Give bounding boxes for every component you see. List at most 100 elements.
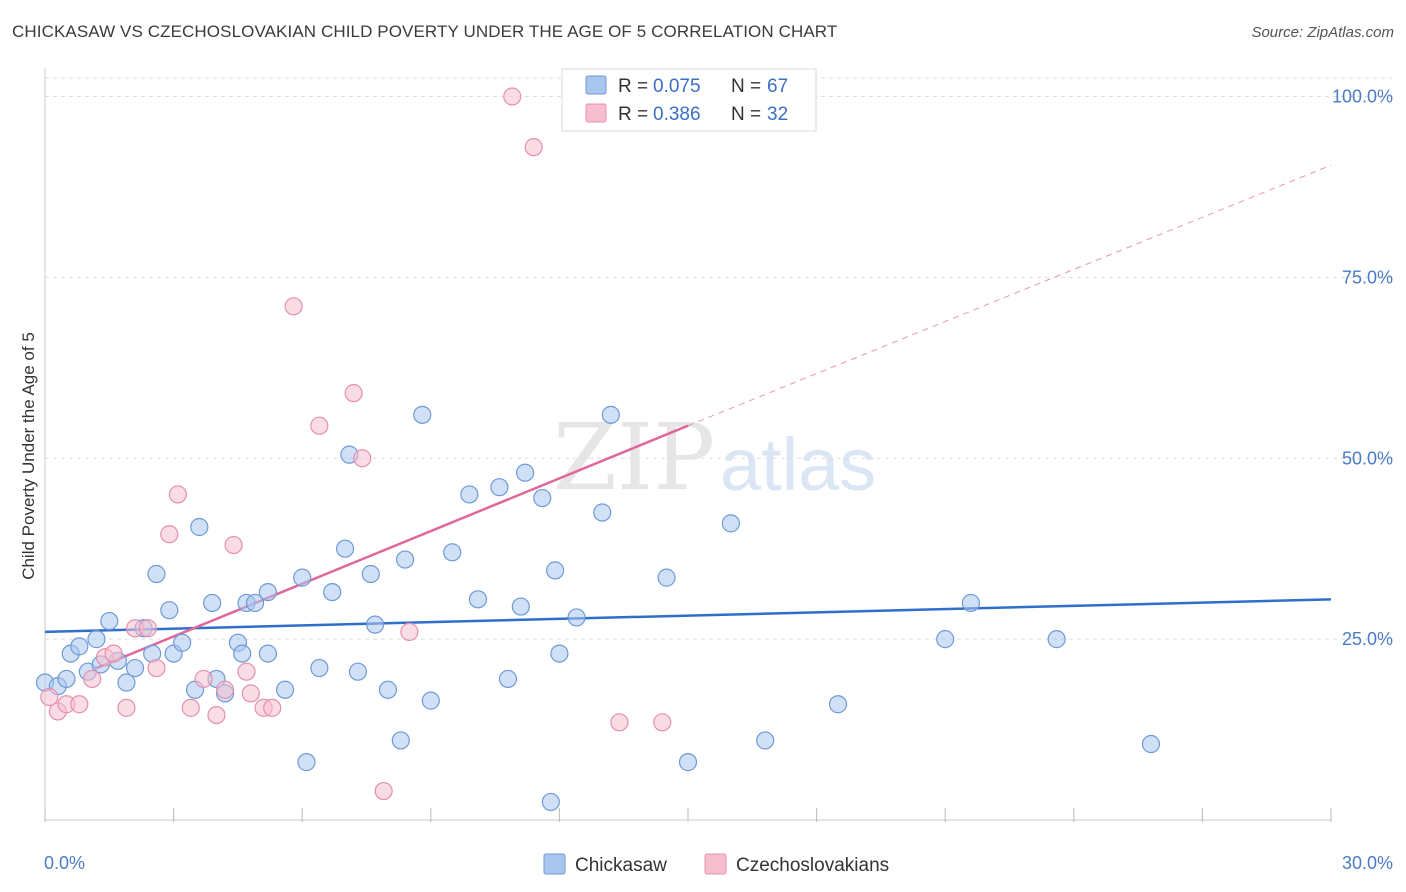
data-point-chickasaw (258, 582, 278, 602)
data-point-chickasaw (413, 405, 432, 424)
data-point-chickasaw (87, 630, 106, 649)
data-point-chickasaw (550, 644, 569, 663)
data-point-chickasaw (323, 582, 342, 602)
data-point-chickasaw (460, 485, 479, 504)
data-point-czechoslovakians (400, 622, 419, 641)
tick-labels: 25.0% 50.0% 75.0% 100.0% 0.0% 30.0% (44, 87, 1393, 874)
data-point-chickasaw (721, 514, 740, 533)
data-point-chickasaw (961, 593, 981, 613)
data-point-czechoslovakians (168, 485, 187, 504)
watermark-atlas: atlas (720, 423, 876, 506)
y-tick-label: 75.0% (1342, 267, 1393, 287)
legend-n-label-2: N = (731, 104, 761, 125)
data-point-chickasaw (511, 597, 530, 616)
data-point-chickasaw (657, 568, 676, 587)
data-point-czechoslovakians (241, 684, 260, 703)
data-point-chickasaw (498, 669, 518, 689)
watermark-zip: ZIP (553, 404, 715, 511)
data-point-chickasaw (173, 633, 192, 652)
data-point-czechoslovakians (181, 698, 200, 717)
data-point-chickasaw (190, 517, 209, 537)
data-point-czechoslovakians (224, 535, 243, 555)
data-point-chickasaw (593, 503, 612, 522)
data-point-czechoslovakians (117, 698, 136, 717)
trend-line-czechoslovakians (95, 424, 689, 670)
data-point-czechoslovakians (194, 669, 213, 689)
data-point-czechoslovakians (104, 644, 123, 663)
x-tick-label: 30.0% (1342, 853, 1393, 873)
bottom-legend-swatch-chickasaw (543, 853, 566, 875)
x-tick-label: 0.0% (44, 853, 85, 873)
data-point-czechoslovakians (215, 680, 235, 699)
y-tick-label: 50.0% (1342, 448, 1393, 468)
legend-r-label-1: R = (618, 76, 648, 97)
y-axis-label: Child Poverty Under the Age of 5 (19, 332, 38, 580)
data-point-chickasaw (546, 561, 565, 580)
data-point-chickasaw (378, 680, 398, 699)
data-point-chickasaw (361, 564, 380, 584)
chart-source: Source: ZipAtlas.com (1251, 24, 1394, 41)
data-point-czechoslovakians (207, 705, 226, 725)
data-point-czechoslovakians (263, 698, 282, 717)
data-point-chickasaw (258, 644, 278, 663)
data-point-czechoslovakians (653, 713, 672, 732)
data-point-chickasaw (233, 644, 252, 663)
data-point-chickasaw (275, 680, 295, 699)
data-point-chickasaw (117, 673, 136, 692)
legend-r-value-chickasaw: 0.075 (653, 76, 701, 97)
data-point-chickasaw (160, 601, 179, 620)
data-point-czechoslovakians (147, 658, 166, 678)
data-point-chickasaw (828, 695, 848, 714)
data-point-czechoslovakians (70, 695, 89, 714)
data-point-chickasaw (203, 593, 222, 613)
trend-line-czechoslovakians-extension (687, 164, 1332, 427)
data-point-chickasaw (1141, 734, 1161, 754)
data-point-czechoslovakians (353, 449, 372, 468)
bottom-legend: Chickasaw Czechoslovakians (543, 853, 889, 876)
data-point-chickasaw (756, 731, 775, 750)
legend-n-value-czechoslovakians: 32 (767, 104, 788, 125)
data-point-chickasaw (567, 608, 586, 627)
y-tick-label: 100.0% (1332, 87, 1393, 107)
data-point-chickasaw (468, 590, 488, 609)
data-point-chickasaw (421, 691, 440, 710)
data-point-chickasaw (533, 488, 552, 508)
data-point-czechoslovakians (503, 87, 522, 106)
trend-lines (44, 164, 1332, 670)
bottom-legend-label-chickasaw: Chickasaw (575, 855, 667, 876)
legend-swatch-czechoslovakians (585, 103, 607, 123)
data-point-chickasaw (335, 539, 355, 558)
data-point-chickasaw (293, 568, 312, 587)
data-point-czechoslovakians (344, 384, 363, 403)
data-point-chickasaw (147, 564, 166, 584)
legend-n-value-chickasaw: 67 (767, 76, 788, 97)
legend-swatch-chickasaw (585, 75, 607, 95)
data-point-chickasaw (395, 550, 415, 569)
data-point-czechoslovakians (83, 669, 102, 689)
data-point-chickasaw (57, 669, 76, 689)
data-point-chickasaw (678, 753, 698, 772)
data-point-czechoslovakians (237, 662, 256, 681)
data-points (35, 87, 1161, 812)
data-point-chickasaw (516, 463, 535, 482)
legend-r-label-2: R = (618, 104, 648, 125)
data-point-chickasaw (443, 543, 462, 562)
data-point-czechoslovakians (310, 416, 329, 435)
data-point-chickasaw (348, 662, 368, 681)
bottom-legend-label-czechoslovakians: Czechoslovakians (736, 855, 889, 876)
legend-n-label-1: N = (731, 76, 761, 97)
data-point-chickasaw (125, 658, 145, 678)
y-tick-label: 25.0% (1342, 629, 1393, 649)
data-point-chickasaw (70, 637, 89, 656)
data-point-chickasaw (245, 593, 265, 613)
data-point-chickasaw (541, 792, 560, 812)
data-point-czechoslovakians (40, 687, 59, 707)
data-point-czechoslovakians (610, 713, 629, 732)
data-point-chickasaw (310, 658, 329, 678)
data-point-czechoslovakians (374, 781, 393, 801)
data-point-czechoslovakians (138, 619, 157, 638)
chart-title: CHICKASAW VS CZECHOSLOVAKIAN CHILD POVER… (12, 22, 838, 41)
top-legend: R = 0.075 N = 67 R = 0.386 N = 32 (561, 68, 817, 132)
data-point-czechoslovakians (284, 297, 303, 316)
data-point-chickasaw (365, 615, 385, 634)
